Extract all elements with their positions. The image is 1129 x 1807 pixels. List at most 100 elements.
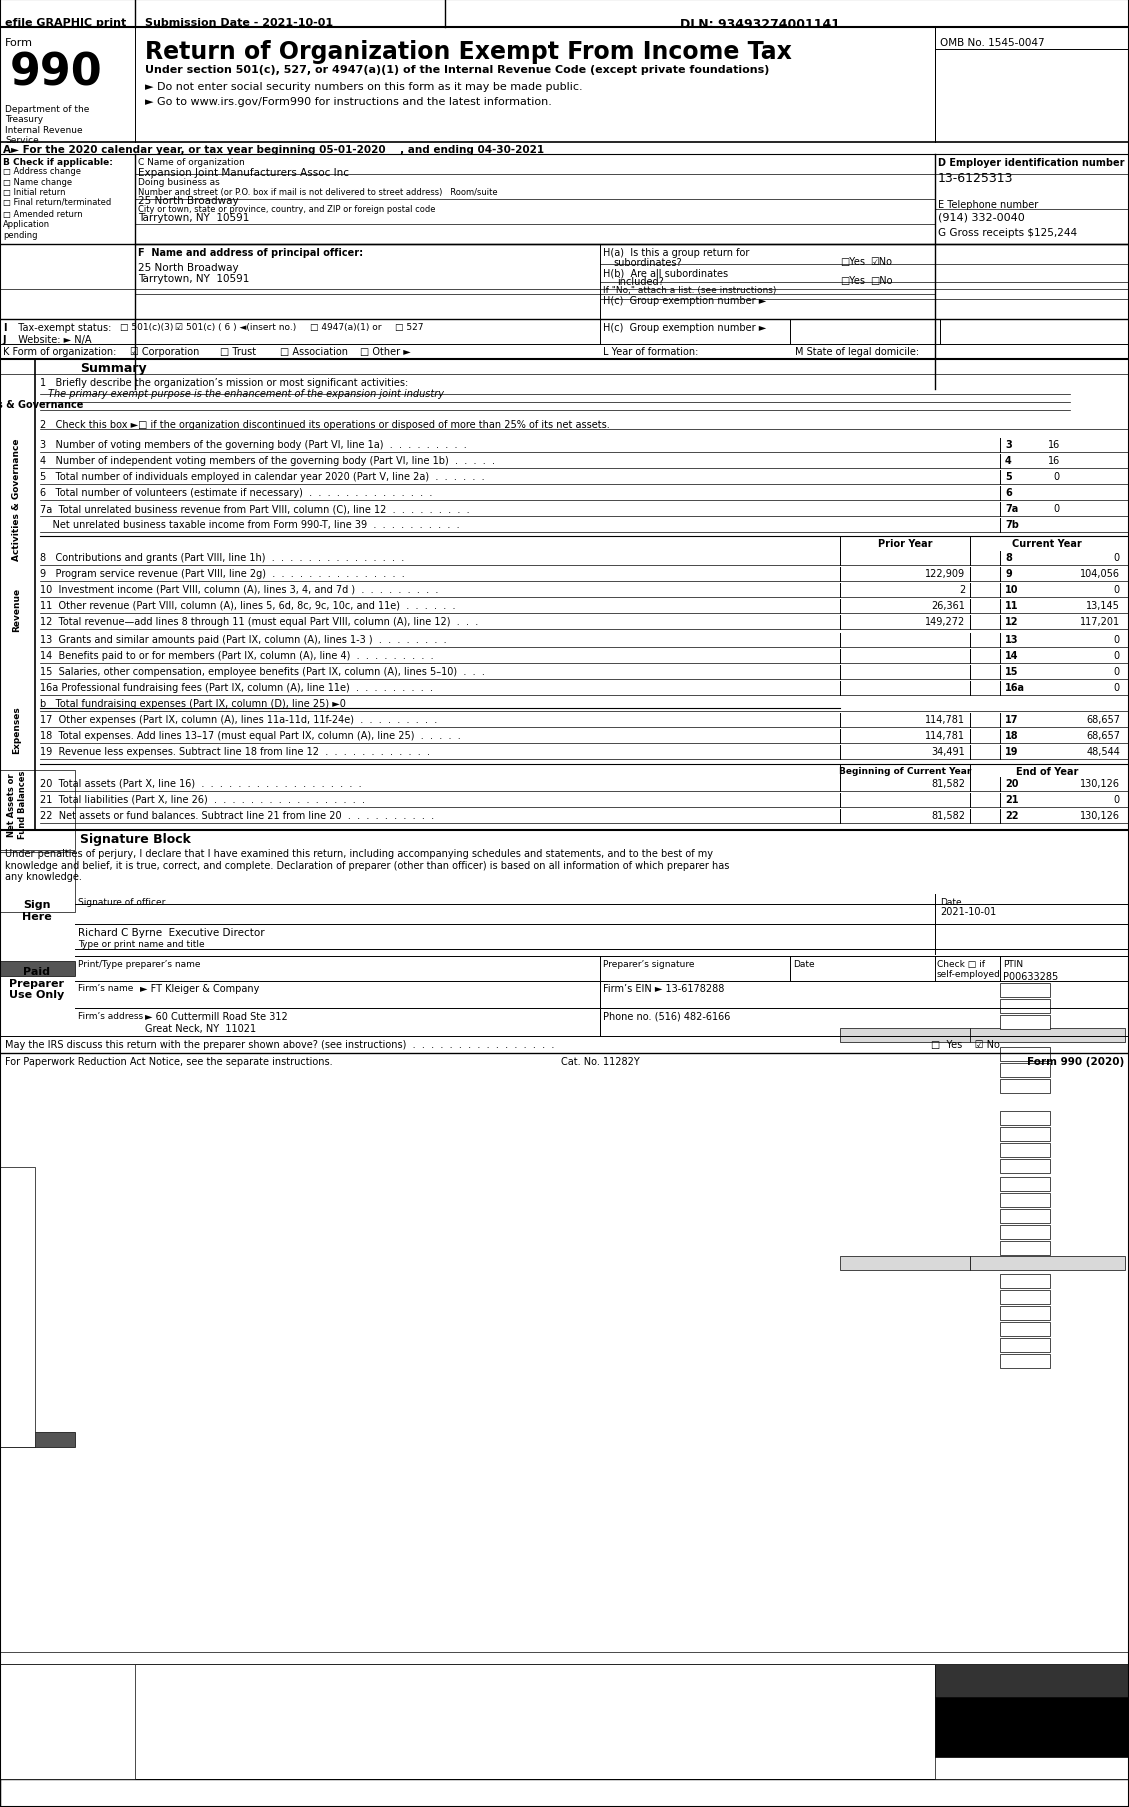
Bar (1000, 1306, 1050, 1321)
Text: Net unrelated business taxable income from Form 990-T, line 39  .  .  .  .  .  .: Net unrelated business taxable income fr… (40, 520, 460, 529)
Bar (0, 961, 75, 976)
Text: Under penalties of perjury, I declare that I have examined this return, includin: Under penalties of perjury, I declare th… (5, 849, 729, 882)
Text: B Check if applicable:: B Check if applicable: (3, 157, 113, 166)
Text: F  Name and address of principal officer:: F Name and address of principal officer: (138, 248, 364, 258)
Text: 15  Salaries, other compensation, employee benefits (Part IX, column (A), lines : 15 Salaries, other compensation, employe… (40, 667, 484, 676)
Bar (840, 1028, 970, 1043)
Text: Return of Organization Exempt From Income Tax: Return of Organization Exempt From Incom… (145, 40, 791, 63)
Text: 8   Contributions and grants (Part VIII, line 1h)  .  .  .  .  .  .  .  .  .  . : 8 Contributions and grants (Part VIII, l… (40, 553, 404, 562)
Text: ☑ Corporation: ☑ Corporation (130, 347, 200, 356)
Text: Cat. No. 11282Y: Cat. No. 11282Y (561, 1057, 639, 1066)
Text: 117,201: 117,201 (1079, 616, 1120, 627)
Text: Open to Public
Inspection: Open to Public Inspection (981, 112, 1083, 139)
Text: Firm’s name: Firm’s name (78, 983, 133, 992)
Text: H(a)  Is this a group return for: H(a) Is this a group return for (603, 248, 750, 258)
Text: 114,781: 114,781 (925, 730, 965, 741)
Text: Print/Type preparer’s name: Print/Type preparer’s name (78, 960, 201, 969)
Text: 130,126: 130,126 (1080, 811, 1120, 820)
Text: Revenue: Revenue (12, 587, 21, 632)
Text: 16a Professional fundraising fees (Part IX, column (A), line 11e)  .  .  .  .  .: 16a Professional fundraising fees (Part … (40, 683, 434, 692)
Text: Date: Date (793, 960, 815, 969)
Text: 16: 16 (1048, 439, 1060, 450)
Bar (970, 1256, 1124, 1270)
Text: 68,657: 68,657 (1086, 730, 1120, 741)
Text: subordinates?: subordinates? (613, 258, 682, 267)
Text: □  Yes    ☑ No: □ Yes ☑ No (931, 1039, 1000, 1050)
Text: ☑No: ☑No (870, 257, 892, 267)
Bar (1000, 1079, 1050, 1093)
Text: E Telephone number: E Telephone number (938, 201, 1039, 210)
Text: 12: 12 (1005, 616, 1018, 627)
Text: 7b: 7b (1005, 520, 1018, 529)
Text: C Name of organization: C Name of organization (138, 157, 245, 166)
Text: 34,491: 34,491 (931, 746, 965, 757)
Text: □ Final return/terminated: □ Final return/terminated (3, 199, 112, 206)
Text: Form 990 (2020): Form 990 (2020) (1026, 1057, 1124, 1066)
Text: Summary: Summary (80, 361, 147, 374)
Text: 22  Net assets or fund balances. Subtract line 21 from line 20  .  .  .  .  .  .: 22 Net assets or fund balances. Subtract… (40, 811, 435, 820)
Text: Tarrytown, NY  10591: Tarrytown, NY 10591 (138, 213, 250, 222)
Text: b   Total fundraising expenses (Part IX, column (D), line 25) ►0: b Total fundraising expenses (Part IX, c… (40, 699, 345, 708)
Text: 13  Grants and similar amounts paid (Part IX, column (A), lines 1-3 )  .  .  .  : 13 Grants and similar amounts paid (Part… (40, 634, 447, 645)
Text: ► FT Kleiger & Company: ► FT Kleiger & Company (140, 983, 260, 994)
Text: 14  Benefits paid to or for members (Part IX, column (A), line 4)  .  .  .  .  .: 14 Benefits paid to or for members (Part… (40, 651, 434, 661)
Text: 114,781: 114,781 (925, 714, 965, 725)
Text: □ Amended return
Application
pending: □ Amended return Application pending (3, 210, 82, 240)
Text: 25 North Broadway: 25 North Broadway (138, 262, 238, 273)
Text: □ Address change: □ Address change (3, 166, 81, 175)
Text: 13,145: 13,145 (1086, 600, 1120, 611)
Text: Tarrytown, NY  10591: Tarrytown, NY 10591 (138, 275, 250, 284)
Text: 5   Total number of individuals employed in calendar year 2020 (Part V, line 2a): 5 Total number of individuals employed i… (40, 472, 484, 482)
Bar (0, 1664, 135, 1780)
Text: Submission Date - 2021-10-01: Submission Date - 2021-10-01 (145, 18, 333, 27)
Text: 19: 19 (1005, 746, 1018, 757)
Text: □ 527: □ 527 (395, 323, 423, 332)
Bar (1000, 1290, 1050, 1305)
Bar (1000, 1063, 1050, 1077)
Text: 81,582: 81,582 (931, 811, 965, 820)
Bar (0, 1780, 1129, 1807)
Text: 8: 8 (1005, 553, 1012, 562)
Text: 13-6125313: 13-6125313 (938, 172, 1014, 184)
Text: □ Trust: □ Trust (220, 347, 256, 356)
Bar (0, 1433, 75, 1447)
Text: Expenses: Expenses (12, 707, 21, 754)
Text: End of Year: End of Year (1016, 766, 1078, 777)
Text: 48,544: 48,544 (1086, 746, 1120, 757)
Text: J: J (3, 334, 7, 345)
Bar (0, 1664, 1129, 1780)
Text: A► For the 2020 calendar year, or tax year beginning 05-01-2020    , and ending : A► For the 2020 calendar year, or tax ye… (3, 145, 544, 155)
Text: DLN: 93493274001141: DLN: 93493274001141 (680, 18, 840, 31)
Bar (1000, 1016, 1050, 1030)
Bar (0, 1167, 35, 1447)
Text: K Form of organization:: K Form of organization: (3, 347, 116, 356)
Text: 21  Total liabilities (Part X, line 26)  .  .  .  .  .  .  .  .  .  .  .  .  .  : 21 Total liabilities (Part X, line 26) .… (40, 795, 365, 804)
Text: The primary exempt purpose is the enhancement of the expansion joint industry: The primary exempt purpose is the enhanc… (49, 389, 444, 399)
Text: Preparer’s signature: Preparer’s signature (603, 960, 694, 969)
Text: 0: 0 (1114, 634, 1120, 645)
Bar (1000, 1193, 1050, 1207)
Text: □ Name change: □ Name change (3, 177, 72, 186)
Text: 19  Revenue less expenses. Subtract line 18 from line 12  .  .  .  .  .  .  .  .: 19 Revenue less expenses. Subtract line … (40, 746, 430, 757)
Text: 7a  Total unrelated business revenue from Part VIII, column (C), line 12  .  .  : 7a Total unrelated business revenue from… (40, 504, 470, 513)
Text: Paid
Preparer
Use Only: Paid Preparer Use Only (9, 967, 64, 999)
Text: Expansion Joint Manufacturers Assoc Inc: Expansion Joint Manufacturers Assoc Inc (138, 168, 349, 177)
Text: 21: 21 (1005, 795, 1018, 804)
Text: P00633285: P00633285 (1003, 972, 1058, 981)
Bar (1000, 1241, 1050, 1256)
Text: Phone no. (516) 482-6166: Phone no. (516) 482-6166 (603, 1012, 730, 1021)
Text: 990: 990 (10, 52, 103, 96)
Text: Prior Year: Prior Year (877, 538, 933, 549)
Text: 2: 2 (959, 585, 965, 595)
Bar (1000, 1144, 1050, 1156)
Text: G Gross receipts $125,244: G Gross receipts $125,244 (938, 228, 1077, 239)
Text: OMB No. 1545-0047: OMB No. 1545-0047 (940, 38, 1044, 49)
Text: 2020: 2020 (959, 52, 1105, 105)
Text: included?: included? (618, 276, 664, 287)
Text: 26,361: 26,361 (931, 600, 965, 611)
Text: 12  Total revenue—add lines 8 through 11 (must equal Part VIII, column (A), line: 12 Total revenue—add lines 8 through 11 … (40, 616, 479, 627)
Text: □ 4947(a)(1) or: □ 4947(a)(1) or (310, 323, 382, 332)
Text: City or town, state or province, country, and ZIP or foreign postal code: City or town, state or province, country… (138, 204, 436, 213)
Text: □Yes: □Yes (840, 276, 865, 286)
Text: Activities & Governance: Activities & Governance (12, 439, 21, 560)
